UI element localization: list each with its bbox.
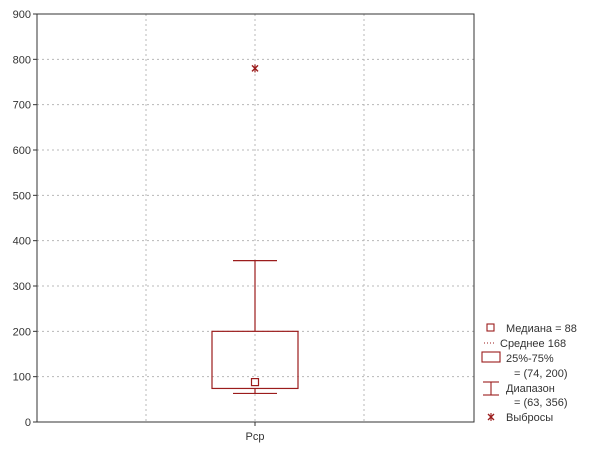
legend-label: 25%-75% <box>506 353 554 365</box>
y-tick-label: 400 <box>13 236 31 248</box>
legend-label: Среднее 168 <box>500 338 566 350</box>
y-tick-label: 600 <box>13 145 31 157</box>
legend-label: Выбросы <box>506 412 553 424</box>
y-tick-label: 100 <box>13 372 31 384</box>
legend-label: Медиана = 88 <box>506 323 577 335</box>
x-tick-label: Pcp <box>246 431 265 443</box>
y-tick-label: 500 <box>13 190 31 202</box>
y-tick-label: 0 <box>25 417 31 429</box>
legend-label: Диапазон <box>506 383 555 395</box>
legend-median-icon <box>486 323 495 332</box>
y-tick-label: 300 <box>13 281 31 293</box>
legend-label: = (63, 356) <box>514 397 568 409</box>
legend-box-icon <box>481 351 501 363</box>
y-tick-label: 700 <box>13 100 31 112</box>
y-tick-label: 900 <box>13 9 31 21</box>
legend-label: = (74, 200) <box>514 368 568 380</box>
iqr-box <box>211 330 299 390</box>
y-tick-label: 800 <box>13 54 31 66</box>
y-tick-label: 200 <box>13 326 31 338</box>
median-marker <box>250 378 260 387</box>
